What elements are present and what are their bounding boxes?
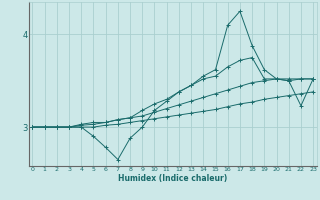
X-axis label: Humidex (Indice chaleur): Humidex (Indice chaleur) (118, 174, 228, 183)
